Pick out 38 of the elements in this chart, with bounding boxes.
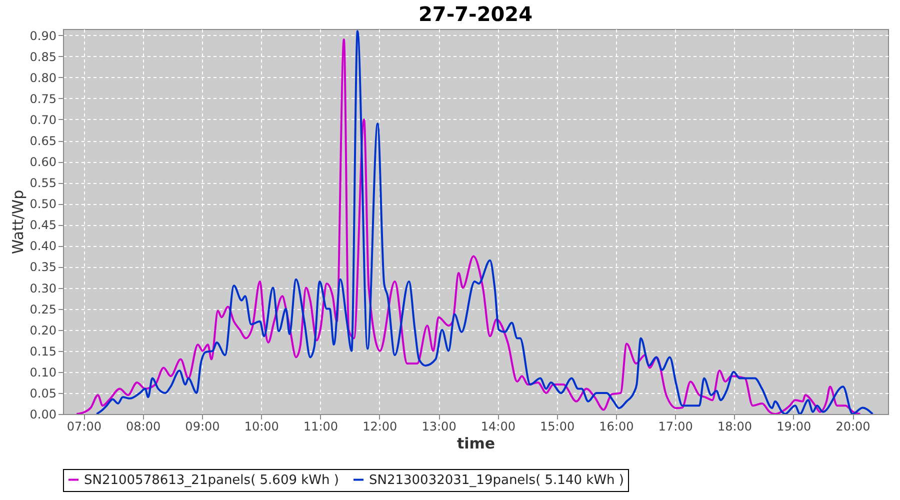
y-tick-label: 0.80 <box>30 70 56 85</box>
x-tick-label: 20:00 <box>836 420 870 434</box>
y-tick-label: 0.75 <box>30 92 56 106</box>
legend-label: SN2130032031_19panels( 5.140 kWh ) <box>369 472 624 488</box>
x-tick-label: 16:00 <box>599 420 634 434</box>
y-tick-label: 0.20 <box>30 323 56 338</box>
y-tick-label: 0.90 <box>30 28 56 43</box>
y-tick-label: 0.25 <box>30 302 56 316</box>
y-tick-label: 0.15 <box>30 344 56 358</box>
x-tick-label: 13:00 <box>422 420 456 434</box>
x-tick-label: 19:00 <box>776 420 812 434</box>
x-tick-label: 18:00 <box>717 420 752 434</box>
y-tick-label: 0.70 <box>30 112 56 127</box>
y-tick-label: 0.40 <box>30 239 56 254</box>
y-tick-label: 0.05 <box>30 386 56 400</box>
x-tick-label: 08:00 <box>126 420 161 434</box>
x-tick-label: 17:00 <box>658 420 693 434</box>
x-tick-label: 11:00 <box>303 420 338 434</box>
legend-label: SN2100578613_21panels( 5.609 kWh ) <box>84 472 339 488</box>
x-tick-label: 07:00 <box>66 420 102 434</box>
x-tick-label: 15:00 <box>540 420 575 434</box>
y-tick-label: 0.85 <box>30 50 56 64</box>
y-axis-title: Watt/Wp <box>8 190 27 254</box>
y-tick-label: 0.30 <box>30 281 56 296</box>
y-tick-label: 0.65 <box>30 134 56 148</box>
y-tick-label: 0.50 <box>30 197 56 212</box>
y-tick-label: 0.55 <box>30 176 56 190</box>
x-tick-label: 14:00 <box>480 420 516 434</box>
x-axis-title: time <box>456 434 496 452</box>
y-tick-label: 0.60 <box>30 155 56 170</box>
x-tick-label: 12:00 <box>362 420 398 434</box>
x-tick-label: 10:00 <box>244 420 279 434</box>
y-tick-label: 0.00 <box>30 408 56 422</box>
chart-title: 27-7-2024 <box>418 2 533 26</box>
y-tick-label: 0.45 <box>30 218 56 232</box>
x-tick-label: 09:00 <box>185 420 220 434</box>
y-tick-label: 0.10 <box>30 365 56 380</box>
y-tick-label: 0.35 <box>30 260 56 274</box>
